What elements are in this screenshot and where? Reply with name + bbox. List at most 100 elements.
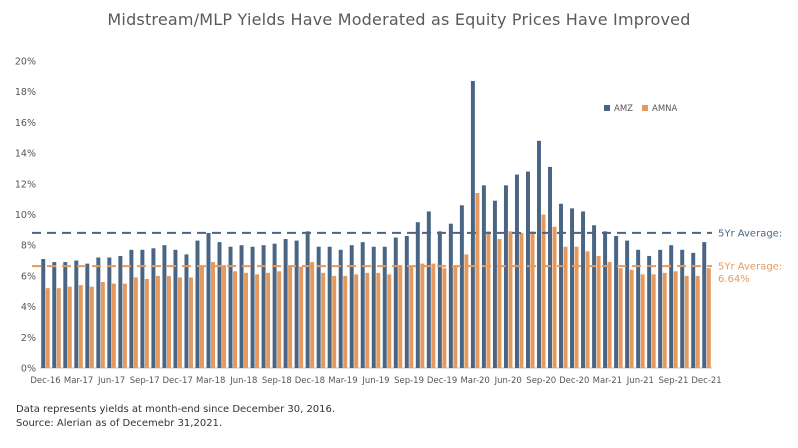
bar-amz: [658, 249, 663, 368]
bar-amz: [669, 245, 674, 368]
x-tick-label: Dec-17: [163, 376, 193, 386]
bar-amna: [519, 232, 524, 368]
bar-amna: [100, 282, 105, 368]
x-tick-label: Dec-20: [559, 376, 589, 386]
bar-amna: [122, 283, 127, 368]
bar-amna: [211, 262, 215, 368]
bar-amna: [695, 275, 700, 368]
bar-amna: [420, 263, 425, 368]
bar-amz: [261, 245, 266, 368]
bar-amna: [607, 262, 612, 368]
bar-amna: [155, 275, 160, 368]
bar-amna: [111, 283, 116, 368]
bar-amz: [503, 185, 508, 368]
bar-amz: [107, 257, 112, 368]
y-tick-label: 4%: [21, 302, 36, 313]
bar-amna: [200, 266, 204, 368]
x-tick-label: Sep-18: [262, 376, 292, 386]
x-tick-label: Dec-18: [295, 376, 325, 386]
bar-amna: [299, 266, 304, 368]
x-tick-label: Mar-18: [196, 376, 225, 386]
bar-amz: [647, 255, 652, 368]
bar-amna: [497, 239, 502, 368]
bar-amz: [327, 246, 332, 368]
x-tick-label: Mar-20: [460, 376, 489, 386]
bar-amz: [691, 252, 696, 369]
bar-amz: [415, 222, 420, 368]
x-tick-label: Jun-18: [229, 376, 257, 386]
bar-amna: [618, 268, 623, 368]
bar-amz: [239, 245, 244, 368]
bar-amz: [514, 174, 519, 368]
bar-amna: [343, 275, 348, 368]
bar-amz: [437, 231, 442, 368]
bar-amz: [294, 240, 299, 368]
bar-amz: [382, 246, 387, 368]
bar-amna: [387, 274, 392, 368]
bar-amz: [525, 171, 530, 368]
bar-amz: [228, 246, 233, 368]
bar-amna: [166, 275, 171, 368]
bar-amna: [266, 272, 271, 368]
x-tick-label: Dec-21: [691, 376, 721, 386]
bar-amna: [365, 272, 370, 368]
bar-amna: [629, 269, 634, 368]
bar-amna: [662, 272, 667, 368]
x-tick-label: Mar-17: [64, 376, 93, 386]
bar-amz: [426, 211, 431, 368]
x-tick-label: Mar-19: [328, 376, 357, 386]
x-tick-label: Jun-17: [97, 376, 125, 386]
y-tick-label: 6%: [21, 271, 36, 282]
bar-amna: [464, 254, 469, 368]
y-tick-label: 0%: [21, 364, 36, 375]
x-tick-label: Sep-20: [526, 376, 556, 386]
bar-amz: [173, 249, 178, 368]
y-tick-label: 12%: [15, 179, 36, 190]
chart-title: Midstream/MLP Yields Have Moderated as E…: [107, 10, 691, 29]
bar-amz: [195, 240, 200, 368]
bar-amz: [41, 259, 46, 368]
bar-amna: [233, 271, 238, 368]
x-tick-label: Jun-19: [361, 376, 389, 386]
bar-amz: [360, 242, 365, 368]
footnote-data-description: Data represents yields at month-end sinc…: [16, 404, 336, 415]
bar-amz: [206, 232, 211, 368]
bar-amna: [651, 274, 656, 368]
bar-amna: [398, 265, 403, 368]
bar-amna: [530, 231, 535, 368]
bar-amna: [706, 268, 711, 368]
bar-amz: [404, 235, 409, 368]
y-tick-label: 18%: [15, 87, 36, 98]
bar-amz: [151, 248, 156, 368]
bar-amz: [162, 245, 167, 368]
bar-amz: [570, 208, 575, 368]
bar-amz: [592, 225, 597, 368]
x-tick-label: Mar-21: [593, 376, 622, 386]
bar-amz: [470, 80, 475, 369]
bar-amna: [332, 275, 337, 368]
bar-amna: [277, 271, 282, 368]
bar-amz: [636, 249, 641, 368]
x-tick-label: Sep-21: [658, 376, 688, 386]
bar-amz: [581, 211, 586, 368]
bar-amz: [459, 205, 464, 368]
bar-amna: [222, 265, 227, 368]
bar-amna: [376, 272, 381, 368]
bar-amz: [305, 231, 310, 368]
bar-amz: [680, 249, 685, 368]
x-tick-label: Sep-17: [130, 376, 160, 386]
x-tick-label: Jun-21: [626, 376, 654, 386]
bar-amz: [129, 249, 134, 368]
bar-amna: [310, 262, 315, 368]
bar-amz: [625, 240, 630, 368]
bar-amna: [244, 272, 249, 368]
x-tick-label: Jun-20: [494, 376, 522, 386]
y-tick-label: 14%: [15, 149, 36, 160]
bar-amz: [63, 262, 68, 368]
bar-amna: [67, 286, 72, 368]
bar-amna: [177, 277, 182, 368]
y-tick-label: 2%: [21, 333, 36, 344]
bar-amna: [486, 231, 491, 368]
bar-amna: [189, 277, 193, 368]
